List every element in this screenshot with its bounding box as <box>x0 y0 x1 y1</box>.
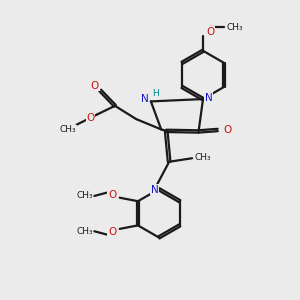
Text: CH₃: CH₃ <box>76 227 93 236</box>
Text: CH₃: CH₃ <box>195 153 211 162</box>
Text: O: O <box>86 113 94 123</box>
Text: N: N <box>151 185 158 195</box>
Text: O: O <box>91 80 99 91</box>
Text: O: O <box>108 190 116 200</box>
Text: CH₃: CH₃ <box>76 191 93 200</box>
Text: H: H <box>152 89 159 98</box>
Text: O: O <box>108 227 116 237</box>
Text: CH₃: CH₃ <box>226 23 243 32</box>
Text: CH₃: CH₃ <box>59 125 76 134</box>
Text: O: O <box>206 27 214 37</box>
Text: O: O <box>223 125 231 135</box>
Text: N: N <box>205 93 213 103</box>
Text: N: N <box>141 94 149 104</box>
